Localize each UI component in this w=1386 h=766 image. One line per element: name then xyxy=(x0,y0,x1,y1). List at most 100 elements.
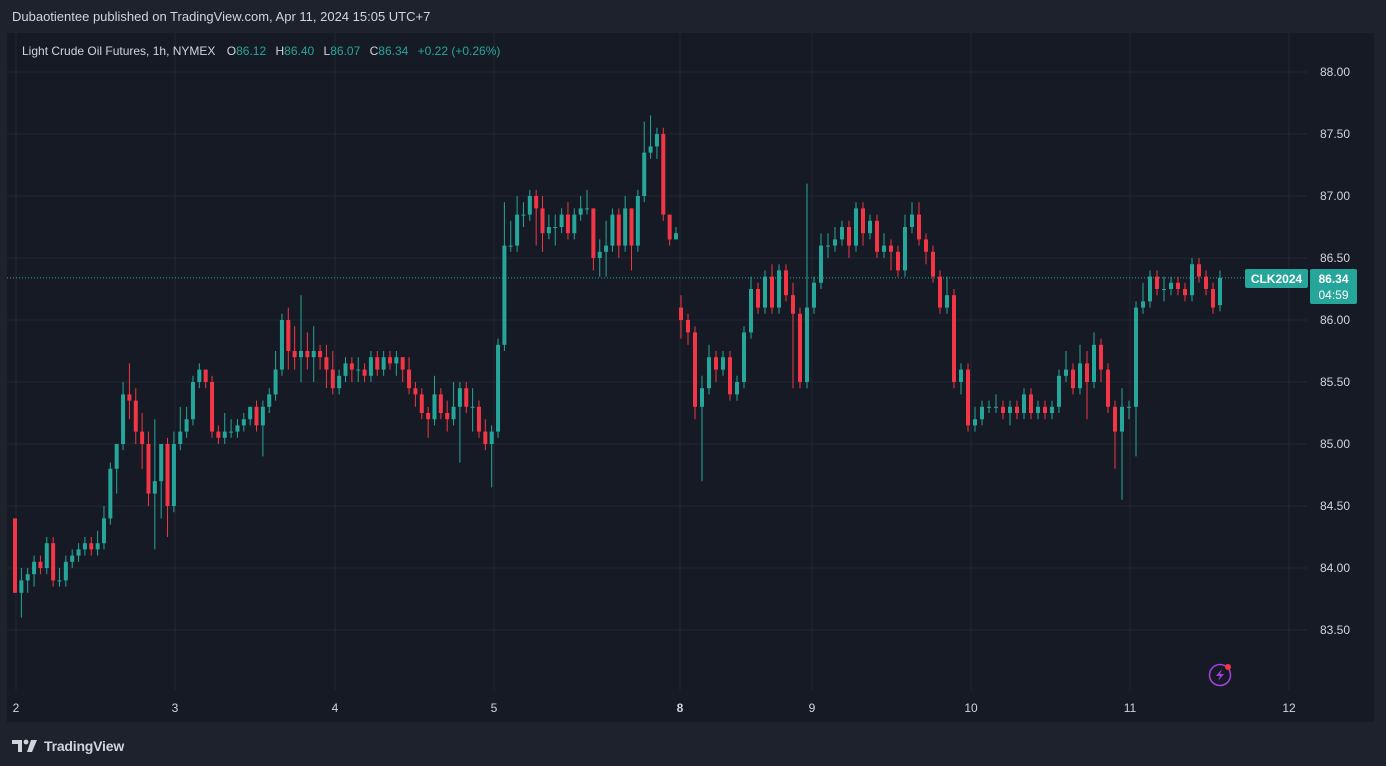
candle-body xyxy=(133,400,138,432)
candle-body xyxy=(585,208,590,210)
candle-body xyxy=(387,357,392,364)
candle-body xyxy=(1155,276,1159,289)
candle-body xyxy=(254,406,259,426)
candle-body xyxy=(770,276,774,308)
candle-body xyxy=(286,320,291,351)
candle-body xyxy=(629,208,634,246)
candle-body xyxy=(165,444,170,506)
candle-body xyxy=(273,369,278,395)
price-axis[interactable]: 88.00 87.50 87.00 86.50 86.00 85.50 85.00 84.50… xyxy=(1320,65,1350,637)
candle-body xyxy=(343,363,348,376)
candle-body xyxy=(1022,394,1026,413)
candle-body xyxy=(44,543,49,568)
candle-body xyxy=(127,394,132,401)
candle-body xyxy=(476,406,481,432)
candle-body xyxy=(203,369,208,382)
candle-body xyxy=(356,369,361,371)
candle-body xyxy=(546,227,551,234)
candle-body xyxy=(521,214,526,216)
candle-body xyxy=(700,388,704,407)
candle-body xyxy=(51,543,56,581)
candle-body xyxy=(89,543,94,550)
candle-body xyxy=(432,394,437,420)
candle-body xyxy=(1197,264,1201,277)
chart-panel[interactable]: 88.00 87.50 87.00 86.50 86.00 85.50 85.00 84.50… xyxy=(7,33,1374,722)
candle-body xyxy=(222,431,227,438)
candle-body xyxy=(171,444,176,506)
price-tick-label: 85.00 xyxy=(1320,437,1350,451)
candle-body xyxy=(540,208,545,234)
price-tick-label: 83.50 xyxy=(1320,623,1350,637)
candle-body xyxy=(400,357,405,370)
candle-body xyxy=(826,245,830,247)
candle-body xyxy=(721,357,725,370)
candle-body xyxy=(1015,406,1019,413)
candle-body xyxy=(1050,406,1054,413)
time-tick-label: 8 xyxy=(677,701,684,715)
candle-body xyxy=(868,220,872,234)
tradingview-brand[interactable]: TradingView xyxy=(44,738,125,754)
time-tick-label: 10 xyxy=(964,701,978,715)
candle-body xyxy=(57,580,62,582)
candle-body xyxy=(1204,276,1208,289)
price-tick-label: 88.00 xyxy=(1320,65,1350,79)
time-tick-label: 3 xyxy=(172,701,179,715)
legend-close-value: 86.34 xyxy=(378,44,408,58)
candle-body xyxy=(749,289,753,333)
candle-body xyxy=(1169,282,1173,289)
candle-body xyxy=(305,351,310,358)
candle-body xyxy=(438,394,443,413)
candle-body xyxy=(1211,289,1215,308)
candle-body xyxy=(267,394,272,407)
candle-body xyxy=(840,227,844,240)
candle-body xyxy=(330,369,335,389)
candle-body xyxy=(833,239,837,246)
price-tick-label: 84.00 xyxy=(1320,561,1350,575)
candle-body xyxy=(777,270,781,308)
candle-body xyxy=(980,406,984,420)
candle-body xyxy=(178,431,183,444)
candle-body xyxy=(318,351,323,358)
candle-body xyxy=(375,357,380,370)
candle-body xyxy=(311,351,316,358)
candle-body xyxy=(451,406,456,420)
candle-body xyxy=(241,419,246,426)
ticker-tag[interactable]: CLK2024 xyxy=(1245,269,1308,288)
candle-body xyxy=(938,276,942,308)
legend: Light Crude Oil Futures, 1h, NYMEX O86.1… xyxy=(22,44,500,58)
lightning-alert-icon[interactable] xyxy=(1208,663,1232,687)
candle-body xyxy=(140,431,145,444)
candle-body xyxy=(1113,406,1117,432)
candle-body xyxy=(362,369,367,376)
candle-body xyxy=(623,208,628,246)
candle-body xyxy=(591,208,596,258)
tradingview-logo-icon[interactable] xyxy=(12,739,38,753)
candles xyxy=(13,115,1222,618)
candle-body xyxy=(604,245,609,252)
legend-symbol: Light Crude Oil Futures, 1h, NYMEX xyxy=(22,44,215,58)
price-tick-label: 84.50 xyxy=(1320,499,1350,513)
candle-body xyxy=(635,196,640,246)
candle-body xyxy=(763,276,767,308)
candle-body xyxy=(496,344,501,432)
price-tag[interactable]: 86.34 04:59 xyxy=(1310,269,1357,304)
candle-body xyxy=(508,245,513,247)
price-tick-label: 86.00 xyxy=(1320,313,1350,327)
candle-body xyxy=(994,406,998,408)
candle-body xyxy=(1092,344,1096,382)
candlestick-chart[interactable]: 88.00 87.50 87.00 86.50 86.00 85.50 85.00 84.50… xyxy=(7,33,1374,722)
candle-body xyxy=(1078,363,1082,389)
candle-body xyxy=(13,518,17,593)
candle-body xyxy=(889,245,893,252)
candle-body xyxy=(210,382,215,432)
candle-body xyxy=(159,444,164,482)
price-tick-label: 85.50 xyxy=(1320,375,1350,389)
time-tick-label: 4 xyxy=(332,701,339,715)
candle-body xyxy=(616,214,621,246)
candle-body xyxy=(578,208,583,215)
time-axis[interactable]: 2 3 4 5 8 9 10 11 12 xyxy=(13,701,1296,715)
candle-body xyxy=(419,394,424,413)
candle-body xyxy=(847,227,851,246)
candle-body xyxy=(292,351,297,358)
candle-body xyxy=(394,357,399,364)
